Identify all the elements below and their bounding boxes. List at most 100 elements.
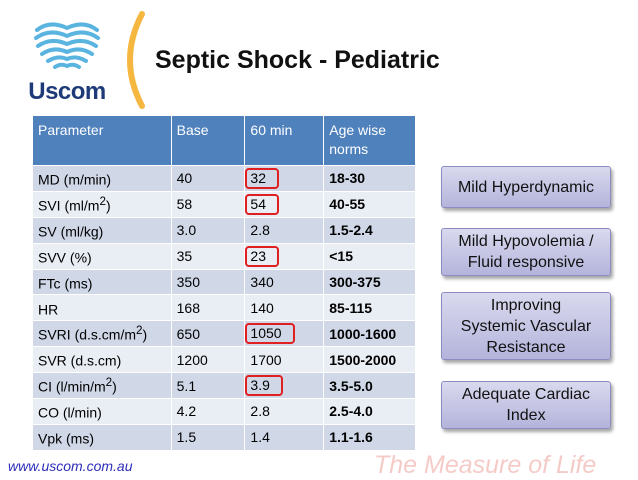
cell-norm: <15 bbox=[323, 242, 416, 270]
finding-hyperdynamic: Mild Hyperdynamic bbox=[441, 166, 611, 208]
header-norms: Age wise norms bbox=[323, 115, 416, 166]
highlight-circle: 1050 bbox=[245, 323, 295, 345]
logo-text: Uscom bbox=[28, 78, 106, 105]
param-label: Vpk (ms) bbox=[38, 430, 94, 447]
table-row: SV (ml/kg) 3.0 2.8 1.5-2.4 bbox=[32, 216, 416, 244]
cell-60min: 54 bbox=[244, 190, 325, 218]
table-row: CI (l/min/m2) 5.1 3.9 3.5-5.0 bbox=[32, 372, 416, 400]
footer-url-link[interactable]: www.uscom.com.au bbox=[8, 458, 133, 474]
value-60min: 23 bbox=[250, 247, 266, 264]
value-60min: 1.4 bbox=[250, 429, 270, 446]
cell-60min: 1700 bbox=[244, 346, 325, 374]
value-60min: 32 bbox=[250, 169, 266, 186]
cell-parameter: SVRI (d.s.cm/m2) bbox=[32, 320, 172, 348]
table-row: Vpk (ms) 1.5 1.4 1.1-1.6 bbox=[32, 423, 416, 451]
cell-norm: 1000-1600 bbox=[323, 320, 416, 348]
cell-norm: 1.5-2.4 bbox=[323, 216, 416, 244]
param-sup: 2 bbox=[136, 324, 143, 338]
value-60min: 140 bbox=[250, 299, 274, 316]
cell-60min: 340 bbox=[244, 268, 325, 296]
cell-base: 40 bbox=[170, 165, 246, 192]
highlight-circle: 3.9 bbox=[245, 375, 283, 397]
table-row: SVR (d.s.cm) 1200 1700 1500-2000 bbox=[32, 346, 416, 374]
finding-text: Mild Hyperdynamic bbox=[457, 178, 595, 196]
cell-base: 4.2 bbox=[170, 398, 246, 425]
cell-parameter: FTc (ms) bbox=[32, 268, 172, 296]
highlight-circle: 23 bbox=[245, 245, 279, 267]
table-row: SVRI (d.s.cm/m2) 650 1050 1000-1600 bbox=[32, 320, 416, 348]
value-60min: 3.9 bbox=[250, 377, 270, 394]
value-60min: 54 bbox=[250, 195, 266, 212]
cell-parameter: SVR (d.s.cm) bbox=[32, 346, 172, 374]
table-row: MD (m/min) 40 32 18-30 bbox=[32, 165, 416, 192]
table-header-row: Parameter Base 60 min Age wise norms bbox=[32, 115, 416, 166]
uscom-logo: Uscom bbox=[22, 14, 112, 105]
table-row: SVI (ml/m2) 58 54 40-55 bbox=[32, 190, 416, 218]
cell-base: 1200 bbox=[170, 346, 246, 374]
cell-parameter: CO (l/min) bbox=[32, 398, 172, 425]
param-label-end: ) bbox=[112, 378, 117, 395]
param-label: HR bbox=[38, 301, 59, 318]
header-60min: 60 min bbox=[244, 115, 325, 166]
cell-60min: 140 bbox=[244, 294, 325, 322]
cell-norm: 300-375 bbox=[323, 268, 416, 296]
cell-base: 168 bbox=[170, 294, 246, 322]
heart-logo-icon bbox=[34, 22, 100, 69]
finding-text: Adequate Cardiac bbox=[461, 386, 591, 403]
table-row: FTc (ms) 350 340 300-375 bbox=[32, 268, 416, 296]
cell-norm: 18-30 bbox=[323, 165, 416, 192]
cell-parameter: Vpk (ms) bbox=[32, 423, 172, 451]
cell-norm: 1.1-1.6 bbox=[323, 423, 416, 451]
cell-norm: 1500-2000 bbox=[323, 346, 416, 374]
finding-text: Index bbox=[506, 407, 546, 424]
cell-base: 58 bbox=[170, 190, 246, 218]
cell-60min: 2.8 bbox=[244, 216, 325, 244]
cell-base: 650 bbox=[170, 320, 246, 348]
param-sup: 2 bbox=[105, 376, 113, 390]
table-row: CO (l/min) 4.2 2.8 2.5-4.0 bbox=[32, 398, 416, 425]
table-row: HR 168 140 85-115 bbox=[32, 294, 416, 322]
table-row: SVV (%) 35 23 <15 bbox=[32, 242, 416, 270]
value-60min: 2.8 bbox=[250, 222, 270, 239]
cell-base: 35 bbox=[170, 242, 246, 270]
param-label: CI (l/min/m bbox=[38, 378, 106, 395]
finding-text: Resistance bbox=[486, 338, 566, 356]
slide-title: Septic Shock - Pediatric bbox=[155, 46, 440, 74]
param-label: SVI (ml/m bbox=[38, 197, 100, 214]
finding-text: Mild Hypovolemia / bbox=[458, 233, 594, 250]
cell-60min: 3.9 bbox=[244, 372, 325, 400]
param-label: SVV (%) bbox=[38, 249, 92, 266]
cell-norm: 40-55 bbox=[323, 190, 416, 218]
param-label: SV (ml/kg) bbox=[38, 223, 104, 240]
cell-parameter: CI (l/min/m2) bbox=[32, 372, 172, 400]
param-label-end: ) bbox=[142, 327, 148, 344]
param-label: SVRI (d.s.cm/m bbox=[38, 327, 137, 344]
value-60min: 340 bbox=[250, 274, 274, 290]
param-sup: 2 bbox=[99, 195, 106, 208]
value-60min: 2.8 bbox=[250, 403, 270, 420]
footer-tagline: The Measure of Life bbox=[374, 451, 597, 479]
value-60min: 1050 bbox=[250, 325, 282, 342]
param-label-end: ) bbox=[105, 197, 111, 214]
parameter-table: Parameter Base 60 min Age wise norms MD … bbox=[32, 115, 416, 451]
cell-parameter: SVI (ml/m2) bbox=[32, 190, 172, 218]
finding-hypovolemia: Mild Hypovolemia / Fluid responsive bbox=[441, 228, 611, 276]
finding-text: Improving bbox=[490, 296, 562, 314]
cell-norm: 3.5-5.0 bbox=[323, 372, 416, 400]
param-label: FTc (ms) bbox=[38, 275, 93, 292]
cell-60min: 23 bbox=[244, 242, 325, 270]
cell-parameter: SV (ml/kg) bbox=[32, 216, 172, 244]
cell-60min: 1050 bbox=[244, 320, 325, 348]
header-parameter: Parameter bbox=[32, 115, 172, 166]
highlight-circle: 54 bbox=[245, 193, 279, 215]
cell-60min: 1.4 bbox=[244, 423, 325, 451]
param-label: CO (l/min) bbox=[38, 404, 102, 421]
param-label: MD (m/min) bbox=[38, 171, 112, 188]
cell-parameter: MD (m/min) bbox=[32, 165, 172, 192]
value-60min: 1700 bbox=[250, 351, 282, 368]
finding-cardiac-index: Adequate Cardiac Index bbox=[441, 381, 611, 429]
highlight-circle: 32 bbox=[245, 167, 279, 189]
cell-base: 1.5 bbox=[170, 423, 246, 451]
cell-60min: 2.8 bbox=[244, 398, 325, 425]
header-base: Base bbox=[170, 115, 246, 166]
